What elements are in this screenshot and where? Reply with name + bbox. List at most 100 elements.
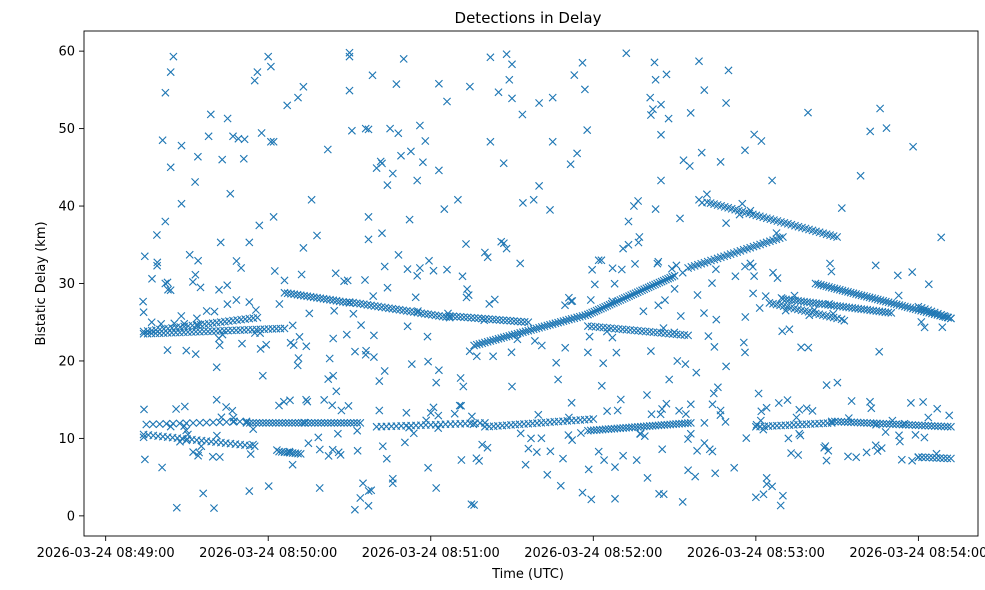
data-point xyxy=(559,317,568,326)
data-point xyxy=(658,445,667,454)
data-point xyxy=(768,176,777,185)
data-point xyxy=(304,439,313,448)
data-point xyxy=(906,303,915,312)
data-point xyxy=(686,418,695,427)
data-point xyxy=(299,243,308,252)
data-point xyxy=(921,421,930,430)
data-point xyxy=(356,494,365,502)
data-point xyxy=(295,332,304,341)
data-point xyxy=(844,414,853,423)
data-point xyxy=(814,280,823,289)
data-point xyxy=(825,283,833,291)
data-point xyxy=(546,320,554,329)
data-point xyxy=(847,397,856,405)
data-point xyxy=(333,418,342,427)
data-point xyxy=(596,304,605,313)
data-point xyxy=(216,238,225,247)
data-point xyxy=(657,130,665,139)
data-point xyxy=(287,289,295,298)
data-point xyxy=(222,403,231,411)
data-point xyxy=(567,398,576,407)
data-point xyxy=(650,58,659,67)
data-point xyxy=(164,285,172,294)
data-point xyxy=(347,126,356,135)
data-point xyxy=(327,418,336,427)
data-point xyxy=(306,292,315,301)
data-point xyxy=(488,315,497,324)
data-point xyxy=(196,283,205,292)
data-point xyxy=(194,256,203,265)
data-point xyxy=(570,314,579,323)
data-point xyxy=(507,348,516,357)
data-point xyxy=(270,267,279,275)
data-point xyxy=(249,440,257,449)
data-point xyxy=(455,401,464,410)
data-point xyxy=(465,347,474,356)
data-point xyxy=(940,422,949,431)
data-point xyxy=(608,264,617,273)
data-point xyxy=(917,421,926,430)
data-point xyxy=(470,501,479,509)
data-point xyxy=(562,316,571,325)
data-point xyxy=(894,291,903,300)
data-point xyxy=(570,71,579,80)
data-point xyxy=(576,429,585,437)
data-point xyxy=(685,162,694,170)
data-point xyxy=(585,332,594,341)
data-point xyxy=(252,418,261,427)
data-point xyxy=(610,279,619,288)
data-point xyxy=(294,354,303,363)
data-point xyxy=(575,312,584,321)
data-point xyxy=(781,306,790,315)
data-point xyxy=(900,419,909,428)
data-point xyxy=(486,137,495,146)
data-point xyxy=(330,306,339,315)
y-axis-label: Bistatic Delay (km) xyxy=(34,221,49,345)
data-point xyxy=(359,479,367,488)
data-point xyxy=(840,316,849,325)
data-point xyxy=(708,279,716,288)
data-point xyxy=(478,339,487,348)
data-point xyxy=(486,337,495,345)
data-point xyxy=(708,447,717,456)
data-point xyxy=(472,340,481,349)
data-point xyxy=(657,100,665,109)
data-point xyxy=(911,430,920,439)
data-point xyxy=(914,453,923,462)
data-point xyxy=(757,137,766,145)
data-point xyxy=(369,292,378,301)
data-point xyxy=(520,317,529,326)
data-point xyxy=(197,442,206,451)
data-point xyxy=(148,274,156,283)
data-point xyxy=(333,429,342,438)
data-point xyxy=(746,259,755,268)
data-point xyxy=(324,375,333,384)
data-point xyxy=(933,404,942,413)
data-point xyxy=(643,473,652,482)
data-point xyxy=(434,424,443,433)
data-point xyxy=(847,418,855,427)
data-point xyxy=(467,412,476,421)
data-point xyxy=(871,261,880,270)
x-axis-label: Time (UTC) xyxy=(491,567,564,582)
data-point xyxy=(443,265,451,274)
data-point xyxy=(407,360,416,369)
data-point xyxy=(349,309,358,318)
data-point xyxy=(237,264,246,272)
data-point xyxy=(325,354,334,363)
data-point xyxy=(876,296,885,305)
data-point xyxy=(524,326,533,335)
data-point xyxy=(158,136,167,145)
data-point xyxy=(351,347,359,356)
data-point xyxy=(478,440,487,449)
data-point xyxy=(611,494,619,503)
data-point xyxy=(283,289,292,298)
data-point xyxy=(613,406,622,415)
data-point xyxy=(462,240,470,248)
data-point xyxy=(294,93,302,102)
data-point xyxy=(578,312,587,320)
data-point xyxy=(362,346,371,355)
data-point xyxy=(303,292,312,301)
data-point xyxy=(893,271,902,280)
